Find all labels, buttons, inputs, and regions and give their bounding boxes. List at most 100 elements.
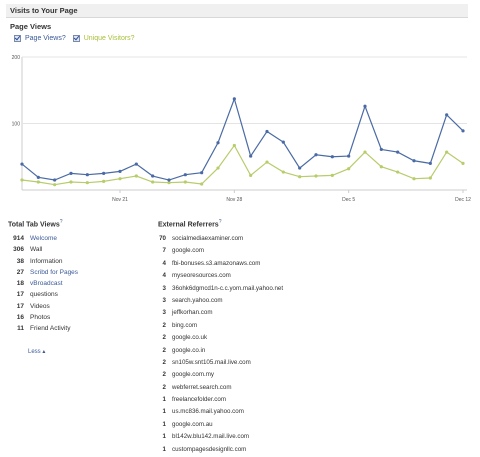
x-tick-label: Nov 21 (112, 197, 128, 203)
referrer-label: sn105w.snt105.mail.live.com (172, 358, 251, 366)
unique-visitors-point[interactable] (69, 180, 73, 184)
unique-visitors-point[interactable] (249, 173, 253, 177)
page-views-point[interactable] (347, 154, 351, 158)
unique-visitors-point[interactable] (85, 181, 89, 185)
page-views-legend-label[interactable]: Page Views? (25, 35, 66, 42)
referrer-row: 2 sn105w.snt105.mail.live.com (158, 357, 283, 369)
unique-visitors-point[interactable] (53, 183, 57, 187)
unique-visitors-point[interactable] (298, 175, 302, 179)
total-tab-views-title: Total Tab Views? (8, 219, 63, 229)
unique-visitors-point[interactable] (379, 165, 383, 169)
unique-visitors-point[interactable] (102, 179, 106, 183)
page-views-point[interactable] (265, 129, 269, 134)
page-views-point[interactable] (167, 178, 171, 182)
tab-views-count: 17 (16, 302, 24, 310)
page-views-point[interactable] (69, 171, 73, 175)
unique-visitors-point[interactable] (445, 150, 449, 154)
page-views-point[interactable] (118, 169, 122, 173)
tab-views-count: 17 (16, 291, 24, 299)
unique-visitors-point[interactable] (281, 170, 285, 174)
unique-visitors-point[interactable] (216, 166, 220, 170)
referrer-row: 1 freelancefolder.com (158, 394, 283, 406)
page-views-point[interactable] (396, 150, 400, 154)
unique-visitors-point[interactable] (232, 143, 236, 148)
referrer-label: bl142w.blu142.mail.live.com (172, 433, 250, 441)
page-views-point[interactable] (36, 175, 40, 179)
page-views-point[interactable] (461, 129, 465, 133)
referrer-row: 4 myseoresources.com (158, 270, 283, 282)
page-views-line (21, 96, 464, 181)
page-views-point[interactable] (200, 171, 204, 175)
page-views-point[interactable] (183, 173, 187, 177)
unique-visitors-point[interactable] (428, 176, 432, 180)
tab-views-row: 306 Wall (8, 244, 78, 255)
unique-visitors-point[interactable] (461, 161, 465, 165)
page-views-point[interactable] (53, 178, 57, 182)
unique-visitors-legend-label[interactable]: Unique Visitors? (83, 35, 135, 42)
page-views-point[interactable] (379, 147, 383, 152)
page-views-point[interactable] (445, 113, 449, 117)
referrer-count: 4 (162, 272, 166, 280)
tab-views-row: 11 Friend Activity (8, 323, 78, 334)
unique-visitors-point[interactable] (330, 173, 334, 177)
page-views-point[interactable] (85, 173, 89, 177)
x-tick-label: Dec 12 (455, 197, 471, 203)
unique-visitors-point[interactable] (363, 150, 367, 154)
unique-visitors-point[interactable] (396, 170, 400, 174)
unique-visitors-point[interactable] (183, 180, 187, 184)
referrer-label: custompagesdesignllc.com (172, 445, 247, 453)
less-link[interactable]: Less ▴ (28, 349, 46, 355)
tab-views-label[interactable]: vBroadcast (30, 280, 63, 288)
page-views-point[interactable] (249, 154, 253, 158)
page-views-point[interactable] (363, 104, 367, 108)
unique-visitors-line (21, 144, 464, 186)
page-views-point[interactable] (428, 161, 432, 165)
page-views-point[interactable] (134, 162, 138, 166)
referrer-label: jeffkorhan.com (172, 309, 213, 317)
unique-visitors-point[interactable] (200, 182, 204, 186)
page-views-checkbox[interactable] (14, 35, 21, 42)
unique-visitors-point[interactable] (134, 174, 138, 178)
referrer-count: 2 (162, 383, 166, 391)
unique-visitors-point[interactable] (151, 180, 155, 184)
page-views-point[interactable] (20, 162, 24, 166)
page-views-point[interactable] (281, 140, 285, 144)
unique-visitors-point[interactable] (412, 177, 416, 181)
referrer-row: 1 bl142w.blu142.mail.live.com (158, 431, 283, 443)
tab-views-help-icon[interactable]: ? (59, 219, 63, 225)
tab-views-row: 17 questions (8, 289, 78, 300)
page-views-point[interactable] (314, 153, 318, 157)
unique-visitors-point[interactable] (347, 167, 351, 171)
referrer-label: freelancefolder.com (172, 396, 226, 404)
tab-views-count: 306 (13, 246, 24, 254)
page-views-point[interactable] (412, 159, 416, 163)
referrer-row: 1 us.mc836.mail.yahoo.com (158, 406, 283, 418)
tab-views-label[interactable]: Welcome (30, 235, 57, 242)
page-views-point[interactable] (216, 141, 220, 145)
external-referrers-title: External Referrers? (158, 219, 222, 229)
unique-visitors-point[interactable] (314, 174, 318, 178)
chart-series (20, 96, 465, 187)
chart-grid (21, 56, 467, 193)
referrers-help-icon[interactable]: ? (218, 219, 222, 225)
unique-visitors-checkbox[interactable] (72, 35, 80, 42)
tab-views-count: 11 (17, 325, 24, 333)
referrer-row: 2 google.co.uk (158, 332, 283, 344)
unique-visitors-point[interactable] (118, 177, 122, 181)
tab-views-count: 914 (13, 235, 24, 242)
page-views-point[interactable] (151, 174, 155, 178)
tab-views-row: 27 Scribd for Pages (8, 267, 78, 278)
unique-visitors-point[interactable] (20, 178, 24, 182)
unique-visitors-point[interactable] (36, 180, 40, 184)
unique-visitors-point[interactable] (167, 181, 171, 185)
page-views-point[interactable] (330, 155, 334, 159)
referrer-row: 3 jeffkorhan.com (158, 307, 283, 319)
tab-views-label[interactable]: Scribd for Pages (30, 268, 79, 276)
unique-visitors-point[interactable] (265, 160, 269, 164)
tab-views-label: Videos (30, 302, 50, 310)
chart-legend: Page Views? Unique Visitors? (14, 35, 135, 42)
page-views-point[interactable] (298, 166, 302, 170)
page-views-point[interactable] (102, 171, 106, 175)
page-views-point[interactable] (232, 97, 236, 101)
referrer-row: 3 36ohk6dgmcd1n-c.c.yom.mail.yahoo.net (158, 283, 284, 295)
